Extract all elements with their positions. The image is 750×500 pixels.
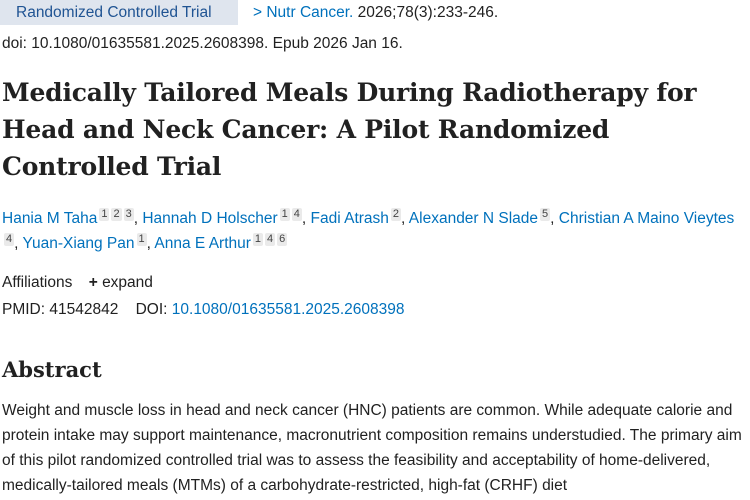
chevron-right-icon: > [253, 4, 267, 21]
affiliation-ref[interactable]: 5 [540, 208, 551, 221]
affiliation-ref[interactable]: 3 [123, 208, 134, 221]
author-link[interactable]: Fadi Atrash [310, 210, 389, 227]
affiliation-ref[interactable]: 4 [291, 208, 302, 221]
affiliation-ref[interactable]: 6 [277, 233, 288, 246]
affiliation-ref[interactable]: 2 [390, 208, 402, 221]
journal-link[interactable]: > Nutr Cancer. [253, 4, 354, 21]
affiliation-ref[interactable]: 1 [99, 208, 110, 221]
citation: > Nutr Cancer. 2026;78(3):233-246. [253, 4, 499, 21]
abstract-heading: Abstract [2, 357, 102, 382]
affiliations-expand-button[interactable]: + expand [88, 274, 153, 291]
article-title: Medically Tailored Meals During Radiothe… [2, 78, 697, 181]
author-link[interactable]: Hania M Taha [2, 210, 98, 227]
affiliation-ref[interactable]: 2 [111, 208, 122, 221]
affiliation-ref[interactable]: 1 [136, 233, 147, 246]
author-link[interactable]: Anna E Arthur [154, 235, 251, 252]
doi-link[interactable]: 10.1080/01635581.2025.2608398 [171, 301, 405, 318]
affiliation-ref[interactable]: 4 [4, 233, 15, 246]
abstract-text: Weight and muscle loss in head and neck … [2, 402, 742, 494]
author-link[interactable]: Alexander N Slade [408, 210, 539, 227]
author-link[interactable]: Christian A Maino Vieytes [558, 210, 735, 227]
plus-icon: + [88, 274, 98, 291]
author-link[interactable]: Hannah D Holscher [142, 210, 278, 227]
author-list: Hania M Taha 1 2 3, Hannah D Holscher 1 4, Fa… [2, 208, 735, 252]
identifiers: PMID: 41542842 DOI: 10.1080/01635581.202… [2, 301, 405, 318]
affiliation-ref[interactable]: 4 [265, 233, 276, 246]
pmid: 41542842 [49, 301, 119, 318]
doi-line: doi: 10.1080/01635581.2025.2608398. Epub… [2, 35, 403, 52]
affiliation-ref[interactable]: 1 [252, 233, 264, 246]
affiliations: Affiliations + expand [2, 274, 153, 291]
publication-type-badge: Randomized Controlled Trial [0, 0, 238, 25]
affiliation-ref[interactable]: 1 [279, 208, 290, 221]
author-link[interactable]: Yuan-Xiang Pan [22, 235, 135, 252]
